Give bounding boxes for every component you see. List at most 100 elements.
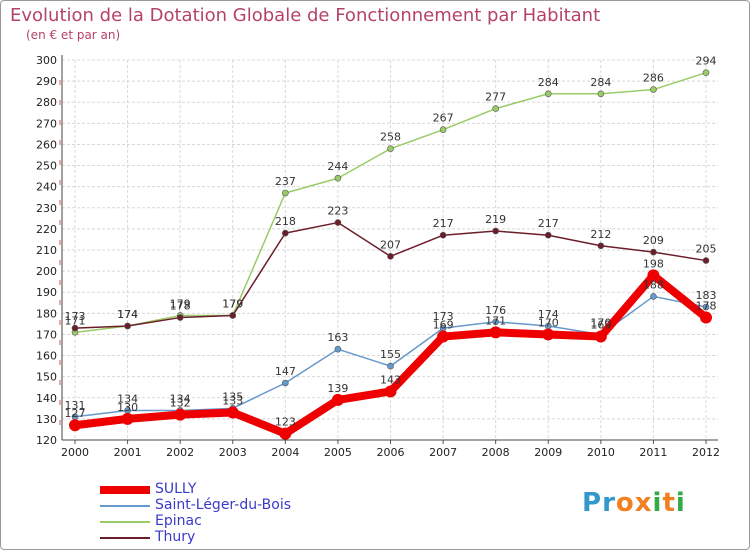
data-point [387,145,394,152]
y-tick-label: 270 [36,117,57,130]
y-tick-label: 160 [36,350,57,363]
x-tick-label: 2004 [271,446,299,459]
data-label: 188 [643,278,664,291]
x-tick-label: 2009 [534,446,562,459]
data-point [384,385,397,398]
logo-letter: o [615,488,635,518]
data-point [279,427,292,440]
legend-label-sully: SULLY [155,481,197,497]
data-point [702,303,710,311]
y-tick-label: 250 [36,160,57,173]
x-tick-label: 2012 [692,446,720,459]
data-point [594,330,607,343]
data-point [176,314,184,321]
legend-swatch-epinac [100,521,150,523]
x-tick-label: 2001 [114,446,142,459]
data-label: 183 [696,289,717,302]
data-point [121,412,134,425]
y-tick-label: 240 [36,181,57,194]
data-label: 147 [275,365,296,378]
data-label: 219 [485,213,506,226]
data-label: 223 [327,205,348,218]
data-point [69,419,81,432]
data-label: 217 [538,217,559,230]
y-tick-label: 220 [36,223,57,236]
legend-item-epinac: Epinac [100,513,360,530]
data-label: 179 [222,297,243,310]
x-tick-label: 2005 [324,446,352,459]
data-point [700,311,712,324]
data-label: 169 [590,319,611,332]
chart-subtitle: (en € et par an) [26,28,121,42]
legend-item-saint-leger: Saint-Léger-du-Bois [100,497,360,514]
y-tick-label: 280 [36,96,57,109]
legend-swatch-saint-leger [100,505,150,507]
y-tick-label: 260 [36,138,57,151]
x-tick-label: 2003 [219,446,247,459]
data-label: 171 [485,314,506,327]
y-tick-label: 140 [36,392,57,405]
data-label: 277 [485,91,506,104]
data-point [492,105,499,112]
data-label: 139 [327,382,348,395]
legend-swatch-sully [100,486,150,494]
data-label: 173 [65,310,86,323]
logo-letter: P [582,488,603,518]
data-label: 179 [222,297,243,310]
x-tick-label: 2002 [166,446,194,459]
data-point [492,318,499,326]
data-point [387,253,394,260]
data-label: 143 [380,373,401,386]
data-point [282,229,289,237]
data-point [174,408,187,421]
data-point [702,69,710,76]
data-label: 134 [170,392,191,405]
legend-item-thury: Thury [100,529,360,546]
data-label: 209 [643,234,664,247]
legend-label-saint-leger: Saint-Léger-du-Bois [155,497,292,513]
x-tick-label: 2011 [639,446,667,459]
data-point [334,219,342,226]
data-label: 132 [170,397,191,410]
data-label: 286 [643,72,664,85]
data-label: 218 [275,215,296,228]
y-tick-label: 200 [36,265,57,278]
logo-letter: i [652,488,663,518]
data-label: 198 [643,257,664,270]
data-point [650,293,657,300]
y-tick-label: 210 [36,244,57,257]
y-tick-label: 180 [36,307,57,320]
data-label: 130 [117,401,138,414]
data-label: 134 [117,392,138,405]
legend-label-thury: Thury [155,529,196,545]
data-label: 294 [696,55,717,68]
data-point [387,362,394,370]
data-label: 179 [170,297,191,310]
data-point [229,312,237,319]
x-tick-label: 2006 [377,446,405,459]
y-tick-label: 130 [36,413,57,426]
y-tick-label: 170 [36,328,57,341]
data-label: 174 [117,308,138,321]
data-label: 217 [433,217,454,230]
data-label: 171 [65,314,86,327]
data-label: 155 [380,348,401,361]
data-point [542,328,555,341]
data-point [544,231,552,239]
y-tick-label: 300 [36,54,57,67]
legend-label-epinac: Epinac [155,513,202,529]
data-label: 284 [538,76,559,89]
y-tick-label: 190 [36,286,57,299]
data-label: 178 [696,300,717,313]
data-label: 123 [275,416,296,429]
logo-letter: r [602,488,616,518]
data-label: 135 [222,390,243,403]
x-tick-label: 2008 [482,446,510,459]
data-label: 174 [538,308,559,321]
data-label: 205 [696,243,717,256]
data-label: 174 [117,308,138,321]
data-label: 207 [380,238,401,251]
data-point [334,345,342,353]
data-point [492,227,499,235]
data-point [437,330,450,343]
